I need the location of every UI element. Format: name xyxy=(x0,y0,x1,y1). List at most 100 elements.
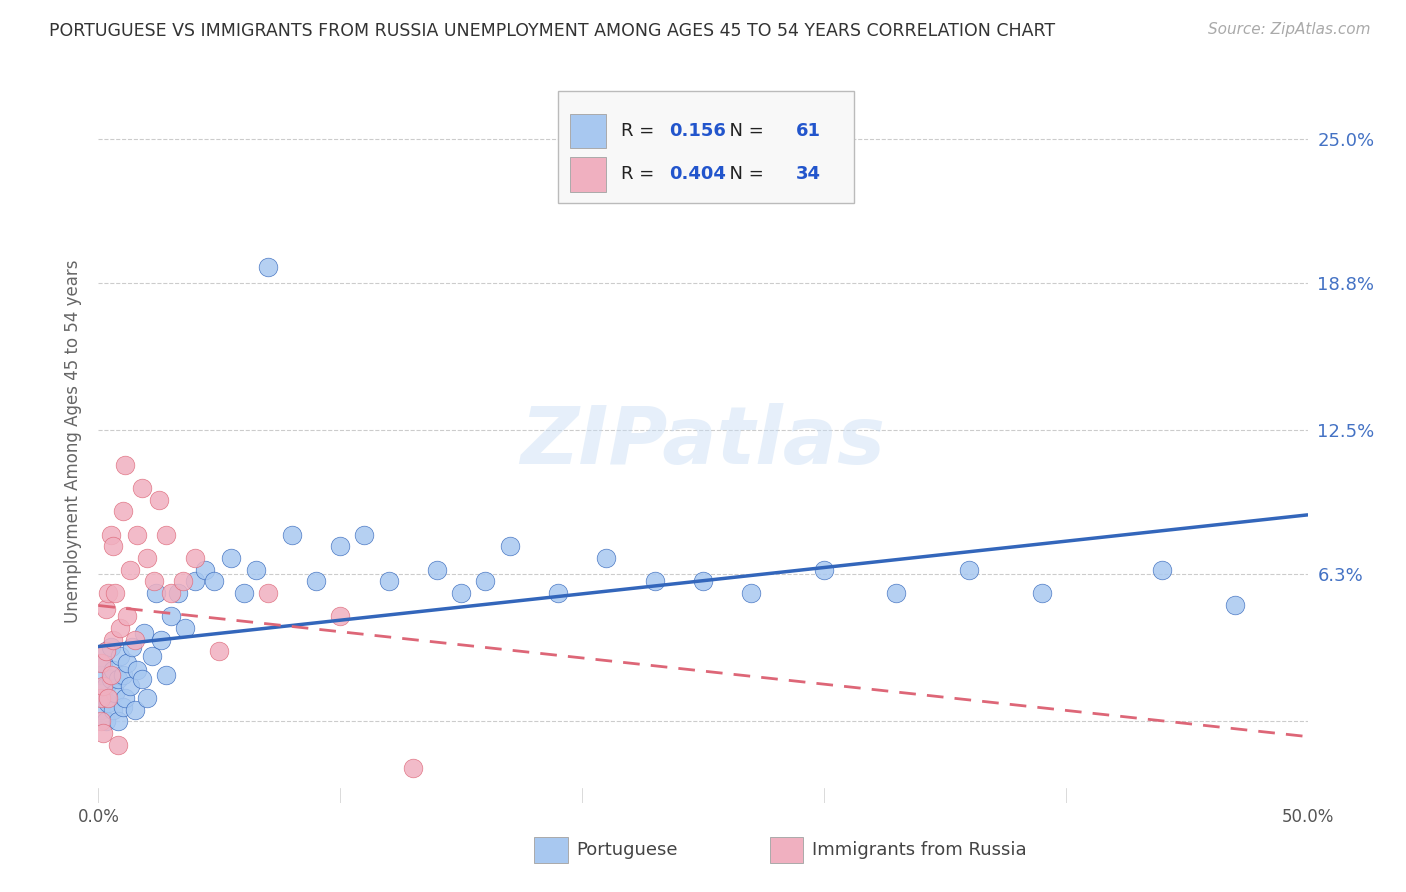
Point xyxy=(204,574,226,589)
Point xyxy=(135,551,157,566)
Point xyxy=(886,586,908,600)
Point xyxy=(221,551,243,566)
Point xyxy=(256,260,278,274)
Point xyxy=(644,574,666,589)
Point xyxy=(100,673,122,687)
Point xyxy=(94,714,117,729)
Point xyxy=(143,574,166,589)
Point xyxy=(91,726,114,740)
Point xyxy=(131,481,153,495)
Point xyxy=(135,690,157,705)
Text: 61: 61 xyxy=(796,122,821,140)
Point xyxy=(97,690,120,705)
Point xyxy=(97,586,120,600)
Point xyxy=(141,648,163,663)
Point xyxy=(111,504,134,518)
Point xyxy=(97,696,120,710)
Point xyxy=(232,586,254,600)
Text: N =: N = xyxy=(717,165,769,183)
Text: Immigrants from Russia: Immigrants from Russia xyxy=(811,841,1026,859)
Point xyxy=(353,528,375,542)
Point xyxy=(402,761,425,775)
Point xyxy=(104,586,127,600)
Point xyxy=(167,586,190,600)
Point xyxy=(100,640,122,654)
Point xyxy=(1223,598,1246,612)
Point xyxy=(498,540,520,554)
Point xyxy=(121,640,143,654)
Point xyxy=(117,656,139,670)
Point xyxy=(256,586,278,600)
Point xyxy=(155,528,177,542)
Point xyxy=(150,632,173,647)
Y-axis label: Unemployment Among Ages 45 to 54 years: Unemployment Among Ages 45 to 54 years xyxy=(65,260,83,624)
Point xyxy=(94,644,117,658)
Text: N =: N = xyxy=(717,122,769,140)
Point xyxy=(450,586,472,600)
Point xyxy=(160,609,183,624)
Text: R =: R = xyxy=(621,122,659,140)
Point xyxy=(114,458,136,472)
Point xyxy=(90,656,112,670)
Point xyxy=(281,528,304,542)
Point xyxy=(94,644,117,658)
Point xyxy=(127,528,149,542)
Point xyxy=(194,563,217,577)
Point xyxy=(118,679,141,693)
Point xyxy=(426,563,449,577)
Point xyxy=(1152,563,1174,577)
Point xyxy=(108,648,131,663)
Point xyxy=(174,621,197,635)
Point xyxy=(245,563,267,577)
Text: PORTUGUESE VS IMMIGRANTS FROM RUSSIA UNEMPLOYMENT AMONG AGES 45 TO 54 YEARS CORR: PORTUGUESE VS IMMIGRANTS FROM RUSSIA UNE… xyxy=(49,22,1056,40)
Point xyxy=(547,586,569,600)
Point xyxy=(100,528,122,542)
Text: Portuguese: Portuguese xyxy=(576,841,678,859)
Point xyxy=(377,574,399,589)
Text: Source: ZipAtlas.com: Source: ZipAtlas.com xyxy=(1208,22,1371,37)
Point xyxy=(90,667,112,681)
Point xyxy=(101,702,124,716)
Point xyxy=(124,702,146,716)
Point xyxy=(1031,586,1053,600)
Text: R =: R = xyxy=(621,165,659,183)
Point xyxy=(90,690,112,705)
Point xyxy=(124,632,146,647)
Point xyxy=(118,563,141,577)
Point xyxy=(108,621,131,635)
Point xyxy=(101,540,124,554)
Point xyxy=(101,663,124,677)
Point xyxy=(90,702,112,716)
Point xyxy=(148,492,170,507)
Point xyxy=(740,586,762,600)
FancyBboxPatch shape xyxy=(534,837,568,863)
Point xyxy=(114,690,136,705)
Point xyxy=(107,714,129,729)
Point xyxy=(90,714,112,729)
Point xyxy=(155,667,177,681)
Text: 34: 34 xyxy=(796,165,821,183)
Point xyxy=(94,602,117,616)
FancyBboxPatch shape xyxy=(569,113,606,148)
FancyBboxPatch shape xyxy=(569,157,606,192)
Point xyxy=(208,644,231,658)
Point xyxy=(134,625,156,640)
Point xyxy=(172,574,194,589)
Point xyxy=(474,574,496,589)
Point xyxy=(91,679,114,693)
Point xyxy=(329,609,352,624)
Point xyxy=(184,574,207,589)
Point xyxy=(692,574,714,589)
Point xyxy=(94,679,117,693)
Point xyxy=(160,586,183,600)
Point xyxy=(107,673,129,687)
Point xyxy=(104,686,127,700)
Point xyxy=(145,586,167,600)
Point xyxy=(957,563,980,577)
Point xyxy=(111,700,134,714)
Point xyxy=(91,656,114,670)
Point xyxy=(111,667,134,681)
FancyBboxPatch shape xyxy=(558,91,855,203)
Point xyxy=(813,563,835,577)
Text: 0.156: 0.156 xyxy=(669,122,725,140)
